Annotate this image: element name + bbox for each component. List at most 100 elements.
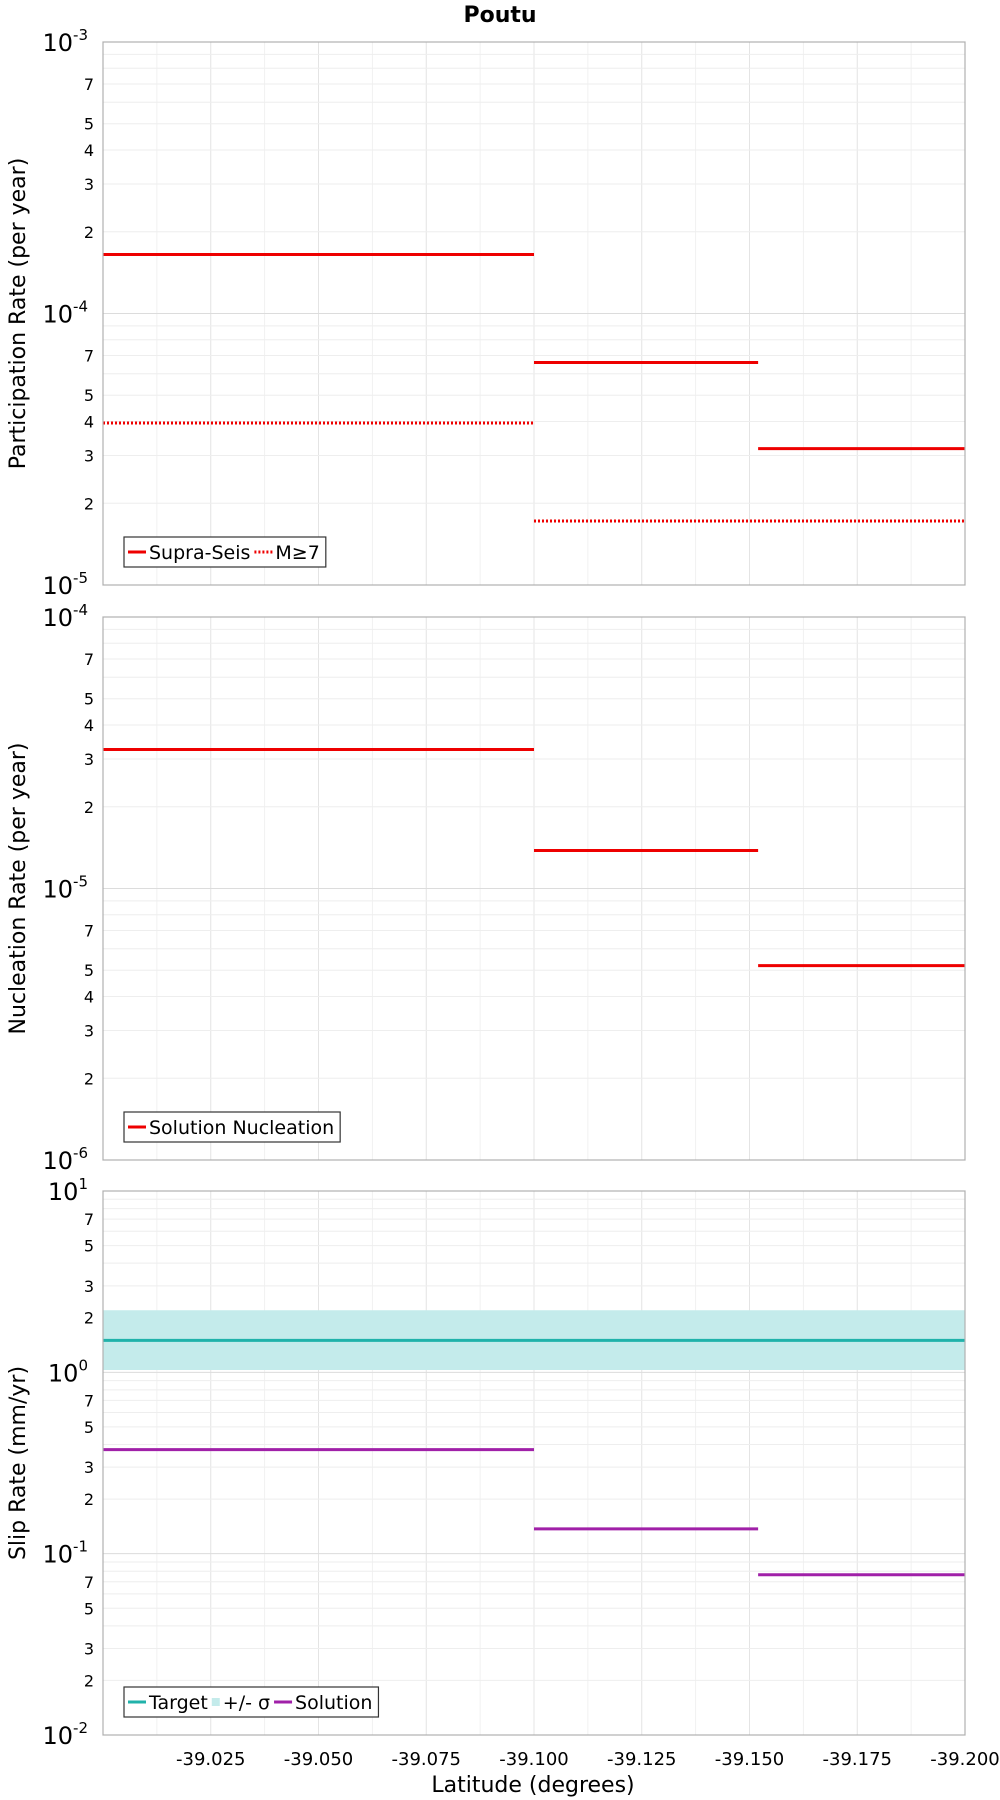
y-minor-tick-label: 3 bbox=[84, 1639, 94, 1658]
tick-exponent: -3 bbox=[73, 26, 88, 44]
y-major-tick-label: 10-6 bbox=[42, 1144, 88, 1175]
plot-frame bbox=[102, 41, 966, 586]
y-minor-tick-label: 5 bbox=[84, 386, 94, 405]
y-axis-label: Nucleation Rate (per year) bbox=[6, 743, 31, 1035]
y-minor-tick-label: 2 bbox=[84, 798, 94, 817]
series-supra-seis bbox=[103, 252, 965, 451]
y-minor-tick-label: 4 bbox=[84, 141, 94, 160]
x-tick-label: -39.200 bbox=[930, 1749, 999, 1770]
x-tick-label: -39.100 bbox=[499, 1749, 568, 1770]
y-minor-tick-label: 5 bbox=[84, 961, 94, 980]
y-minor-tick-label: 4 bbox=[84, 413, 94, 432]
y-minor-tick-label: 3 bbox=[84, 446, 94, 465]
y-gridlines bbox=[103, 1198, 965, 1681]
y-minor-tick-label: 7 bbox=[84, 347, 94, 366]
y-minor-tick-label: 3 bbox=[84, 750, 94, 769]
x-tick-label: -39.075 bbox=[392, 1749, 461, 1770]
tick-base: 10 bbox=[42, 1722, 73, 1750]
legend-label: Solution Nucleation bbox=[149, 1117, 334, 1139]
legend: Target +/- σ Solution bbox=[123, 1686, 380, 1718]
tick-exponent: -4 bbox=[73, 298, 88, 316]
legend-label: Solution bbox=[295, 1692, 372, 1714]
y-minor-tick-label: 4 bbox=[84, 988, 94, 1007]
y-major-tick-label: 10-4 bbox=[42, 298, 88, 329]
y-minor-tick-label: 7 bbox=[84, 1210, 94, 1229]
y-minor-tick-label: 2 bbox=[84, 223, 94, 242]
y-minor-tick-label: 5 bbox=[84, 115, 94, 134]
legend-label: Target bbox=[148, 1692, 208, 1714]
legend-label: Supra-Seis bbox=[149, 542, 250, 564]
legend-label: M≥7 bbox=[275, 542, 319, 564]
x-tick-label: -39.125 bbox=[607, 1749, 676, 1770]
y-gridlines bbox=[103, 628, 965, 1079]
legend-box bbox=[123, 1111, 341, 1143]
y-minor-tick-label: 7 bbox=[84, 1573, 94, 1592]
series-solution-nucleation bbox=[103, 748, 965, 968]
y-minor-tick-label: 3 bbox=[84, 175, 94, 194]
y-gridlines bbox=[103, 53, 965, 504]
y-minor-tick-label: 5 bbox=[84, 1418, 94, 1437]
y-minor-tick-label: 2 bbox=[84, 494, 94, 513]
tick-exponent: -1 bbox=[73, 1538, 88, 1556]
tick-base: 10 bbox=[42, 301, 73, 329]
y-major-tick-label: 10-4 bbox=[42, 601, 88, 632]
y-minor-tick-label: 3 bbox=[84, 1021, 94, 1040]
tick-exponent: 0 bbox=[78, 1356, 88, 1374]
legend-box bbox=[123, 1686, 380, 1718]
y-minor-tick-label: 3 bbox=[84, 1277, 94, 1296]
y-minor-tick-label: 5 bbox=[84, 690, 94, 709]
tick-base: 10 bbox=[48, 1359, 79, 1387]
series-solution bbox=[103, 1448, 965, 1577]
tick-base: 10 bbox=[42, 29, 73, 57]
chart-title: Poutu bbox=[463, 3, 536, 28]
y-major-tick-label: 10-2 bbox=[42, 1719, 88, 1750]
x-tick-label: -39.025 bbox=[176, 1749, 245, 1770]
y-minor-tick-label: 7 bbox=[84, 1391, 94, 1410]
x-tick-labels: -39.025 -39.050 -39.075 -39.100 -39.125 -39.1… bbox=[176, 1749, 1000, 1770]
y-major-tick-label: 10-1 bbox=[42, 1538, 88, 1569]
x-tick-label: -39.175 bbox=[823, 1749, 892, 1770]
y-major-tick-label: 10-5 bbox=[42, 873, 88, 904]
x-tick-label: -39.150 bbox=[715, 1749, 784, 1770]
plot-frame bbox=[102, 616, 966, 1161]
y-minor-tick-label: 3 bbox=[84, 1458, 94, 1477]
tick-base: 10 bbox=[42, 876, 73, 904]
y-major-tick-label: 10-5 bbox=[42, 569, 88, 600]
legend-box bbox=[123, 536, 327, 568]
y-minor-tick-label: 2 bbox=[84, 1490, 94, 1509]
tick-exponent: -5 bbox=[73, 569, 88, 587]
legend-label: +/- σ bbox=[223, 1692, 270, 1714]
tick-base: 10 bbox=[42, 604, 73, 632]
y-major-tick-label: 101 bbox=[48, 1175, 88, 1206]
legend: Solution Nucleation bbox=[123, 1111, 341, 1143]
x-gridlines bbox=[156, 1191, 912, 1735]
y-major-tick-label: 100 bbox=[48, 1356, 88, 1387]
tick-exponent: 1 bbox=[78, 1175, 88, 1193]
tick-base: 10 bbox=[42, 572, 73, 600]
y-minor-tick-label: 7 bbox=[84, 650, 94, 669]
plot-frame bbox=[102, 1190, 966, 1736]
tick-base: 10 bbox=[42, 1147, 73, 1175]
tick-base: 10 bbox=[42, 1541, 73, 1569]
tick-exponent: -6 bbox=[73, 1144, 88, 1162]
tick-exponent: -2 bbox=[73, 1719, 88, 1737]
y-minor-tick-label: 2 bbox=[84, 1309, 94, 1328]
x-tick-label: -39.050 bbox=[284, 1749, 353, 1770]
x-axis-label: Latitude (degrees) bbox=[431, 1773, 634, 1798]
y-minor-tick-label: 7 bbox=[84, 922, 94, 941]
y-minor-tick-label: 5 bbox=[84, 1599, 94, 1618]
y-major-tick-label: 10-3 bbox=[42, 26, 88, 57]
legend-swatch bbox=[211, 1698, 220, 1706]
legend: Supra-Seis M≥7 bbox=[123, 536, 327, 568]
y-minor-tick-label: 5 bbox=[84, 1237, 94, 1256]
y-axis-label: Participation Rate (per year) bbox=[6, 158, 31, 470]
y-minor-tick-label: 7 bbox=[84, 75, 94, 94]
tick-base: 10 bbox=[48, 1178, 79, 1206]
y-minor-tick-label: 2 bbox=[84, 1069, 94, 1088]
y-minor-tick-label: 4 bbox=[84, 716, 94, 735]
